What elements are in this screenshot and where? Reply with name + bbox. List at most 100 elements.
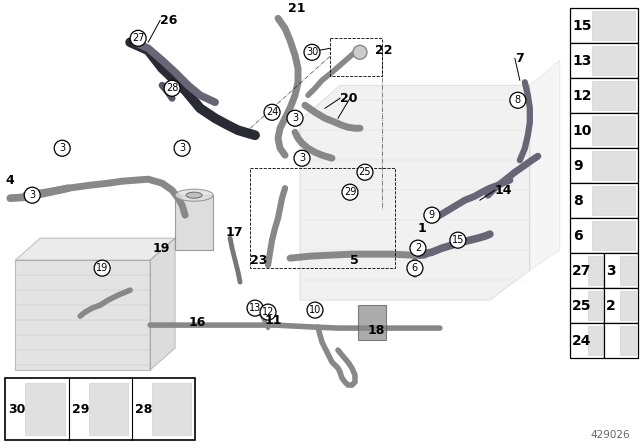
Text: 15: 15 (452, 235, 464, 245)
Circle shape (410, 240, 426, 256)
Bar (570, 253, 604, 288)
Ellipse shape (175, 189, 213, 201)
Bar (250, 168, 395, 268)
Text: 12: 12 (262, 307, 274, 317)
Bar (604, 253, 637, 288)
Bar (570, 323, 604, 358)
Circle shape (264, 104, 280, 120)
Bar (592, 11, 635, 40)
Bar (604, 323, 637, 358)
Text: 2: 2 (606, 299, 616, 313)
Text: 7: 7 (515, 52, 524, 65)
Bar (152, 383, 191, 435)
Text: 8: 8 (573, 194, 582, 208)
Text: 28: 28 (135, 403, 152, 416)
Circle shape (164, 80, 180, 96)
Bar (592, 116, 635, 145)
Text: 3: 3 (59, 143, 65, 153)
Circle shape (294, 150, 310, 166)
Circle shape (287, 110, 303, 126)
Text: 2: 2 (415, 243, 421, 253)
Text: 3: 3 (606, 263, 616, 278)
Text: 19: 19 (96, 263, 108, 273)
Circle shape (304, 44, 320, 60)
Text: 26: 26 (160, 14, 177, 27)
Bar (570, 183, 637, 218)
Circle shape (307, 302, 323, 318)
Text: 28: 28 (166, 83, 179, 93)
Ellipse shape (186, 192, 202, 198)
Text: 18: 18 (368, 323, 385, 336)
Text: 11: 11 (265, 314, 282, 327)
Text: 3: 3 (292, 113, 298, 123)
Text: 24: 24 (266, 107, 278, 117)
Text: 3: 3 (299, 153, 305, 163)
Bar (588, 326, 602, 355)
Bar (175, 195, 213, 250)
Text: 20: 20 (340, 92, 358, 105)
Bar (620, 256, 636, 285)
Bar (588, 256, 602, 285)
Text: 4: 4 (5, 174, 14, 187)
Circle shape (260, 304, 276, 320)
Bar (592, 46, 635, 75)
Text: 29: 29 (344, 187, 356, 197)
Bar (620, 291, 636, 320)
Ellipse shape (353, 45, 367, 59)
Text: 9: 9 (573, 159, 582, 173)
Bar (592, 81, 635, 110)
Circle shape (94, 260, 110, 276)
Text: 8: 8 (515, 95, 521, 105)
Bar (592, 221, 635, 250)
Text: 25: 25 (358, 167, 371, 177)
Polygon shape (300, 85, 530, 300)
Text: 25: 25 (572, 299, 591, 313)
Circle shape (24, 187, 40, 203)
Polygon shape (530, 60, 560, 270)
Bar (592, 151, 635, 180)
Text: 30: 30 (306, 47, 318, 57)
Bar (570, 148, 637, 183)
Text: 23: 23 (250, 254, 268, 267)
Text: 16: 16 (188, 315, 205, 328)
Text: 6: 6 (412, 263, 418, 273)
Bar (88, 383, 128, 435)
Bar (5, 378, 195, 440)
Text: 10: 10 (573, 124, 592, 138)
Text: 24: 24 (572, 334, 591, 348)
Circle shape (407, 260, 423, 276)
Circle shape (342, 184, 358, 200)
Text: 21: 21 (288, 2, 305, 15)
Circle shape (510, 92, 526, 108)
Text: 19: 19 (152, 241, 170, 254)
Circle shape (174, 140, 190, 156)
Text: 3: 3 (29, 190, 35, 200)
Text: 6: 6 (573, 228, 582, 243)
Text: 429026: 429026 (590, 430, 630, 440)
Text: 3: 3 (179, 143, 185, 153)
Bar (588, 291, 602, 320)
Bar (570, 78, 637, 113)
Circle shape (424, 207, 440, 223)
Text: 9: 9 (429, 210, 435, 220)
Polygon shape (15, 238, 175, 260)
Text: 1: 1 (418, 222, 427, 235)
Bar (570, 218, 637, 253)
Bar (570, 288, 604, 323)
Text: 27: 27 (572, 263, 591, 278)
Bar (25, 383, 65, 435)
Bar (570, 9, 637, 43)
Text: 14: 14 (495, 184, 513, 197)
Polygon shape (150, 238, 175, 370)
Text: 27: 27 (132, 33, 145, 43)
Text: 12: 12 (573, 89, 592, 103)
Circle shape (247, 300, 263, 316)
Bar (330, 39, 382, 76)
Text: 29: 29 (72, 403, 89, 416)
Bar (570, 43, 637, 78)
Circle shape (357, 164, 373, 180)
Bar (570, 113, 637, 148)
Polygon shape (15, 260, 150, 370)
Text: 13: 13 (573, 54, 592, 68)
Circle shape (450, 232, 466, 248)
